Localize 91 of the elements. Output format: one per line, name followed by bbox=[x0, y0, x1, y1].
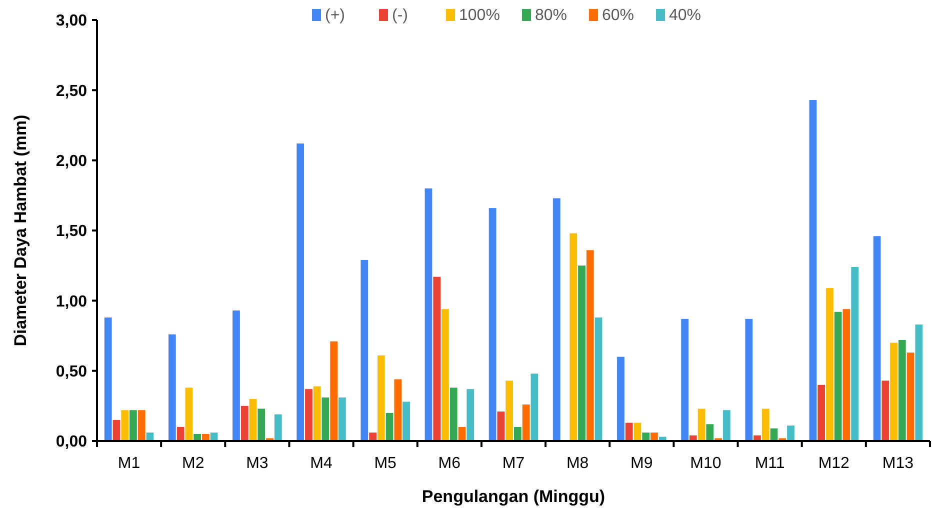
bar bbox=[915, 324, 923, 441]
bar bbox=[552, 198, 560, 441]
bar bbox=[185, 388, 193, 441]
bar bbox=[338, 397, 346, 441]
legend-label: 40% bbox=[669, 7, 702, 24]
x-axis-title: Pengulangan (Minggu) bbox=[422, 487, 606, 506]
bar bbox=[706, 424, 714, 441]
legend-label: 80% bbox=[535, 7, 568, 24]
x-tick-label: M1 bbox=[118, 455, 140, 472]
bar bbox=[497, 412, 505, 441]
bar bbox=[240, 406, 248, 441]
bar bbox=[826, 288, 834, 441]
bar bbox=[530, 374, 538, 441]
bar bbox=[138, 410, 146, 441]
bar bbox=[522, 404, 530, 441]
bar bbox=[506, 380, 513, 441]
y-tick-label: 3,00 bbox=[56, 12, 88, 30]
bar bbox=[898, 340, 906, 441]
bar bbox=[369, 432, 376, 441]
bar bbox=[578, 266, 586, 441]
bar bbox=[377, 355, 385, 441]
y-tick-label: 2,50 bbox=[56, 82, 88, 100]
bar bbox=[330, 341, 338, 441]
bar bbox=[642, 432, 650, 441]
bar bbox=[650, 432, 658, 441]
bar bbox=[402, 402, 410, 441]
x-tick-label: M5 bbox=[374, 455, 397, 472]
bar bbox=[586, 250, 594, 441]
bar bbox=[906, 352, 914, 441]
bar bbox=[386, 412, 394, 441]
y-tick-label: 1,50 bbox=[56, 223, 88, 240]
y-tick-label: 0,00 bbox=[56, 434, 88, 451]
legend-label: (+) bbox=[325, 7, 345, 24]
bar bbox=[305, 389, 312, 441]
legend-label: 100% bbox=[459, 7, 500, 24]
bar bbox=[617, 356, 624, 441]
bar bbox=[360, 260, 368, 441]
x-tick-label: M8 bbox=[566, 455, 589, 472]
bar bbox=[322, 397, 330, 441]
bar bbox=[394, 379, 402, 441]
bar bbox=[442, 309, 449, 441]
bar bbox=[274, 414, 282, 441]
y-axis-title: Diameter Daya Hambat (mm) bbox=[11, 114, 30, 346]
bar bbox=[104, 318, 112, 441]
bar bbox=[296, 143, 304, 441]
bar bbox=[112, 420, 120, 441]
bar bbox=[890, 342, 898, 441]
legend-label: (-) bbox=[392, 7, 408, 24]
bar bbox=[698, 408, 706, 441]
x-tick-label: M10 bbox=[690, 455, 722, 472]
bar bbox=[130, 410, 137, 441]
bar bbox=[834, 312, 842, 441]
x-tick-label: M6 bbox=[438, 455, 461, 472]
x-tick-label: M12 bbox=[818, 455, 850, 472]
bar bbox=[851, 266, 859, 441]
bar bbox=[514, 426, 522, 441]
x-tick-label: M7 bbox=[502, 455, 525, 472]
bar bbox=[873, 236, 881, 441]
bar bbox=[168, 334, 176, 441]
bar bbox=[722, 410, 730, 441]
x-tick-label: M13 bbox=[882, 455, 914, 472]
bar bbox=[433, 276, 441, 441]
bar bbox=[594, 318, 602, 441]
bar bbox=[762, 408, 770, 441]
bar bbox=[745, 318, 753, 441]
bar bbox=[232, 310, 240, 441]
y-tick-label: 0,50 bbox=[56, 363, 88, 380]
legend-label: 60% bbox=[602, 7, 634, 24]
x-tick-label: M9 bbox=[630, 455, 653, 472]
x-tick-label: M4 bbox=[310, 455, 332, 472]
bar bbox=[809, 100, 817, 441]
bar bbox=[818, 384, 826, 441]
bar bbox=[570, 233, 578, 441]
bar bbox=[424, 188, 432, 441]
x-tick-label: M2 bbox=[182, 455, 204, 472]
bar bbox=[681, 318, 688, 441]
bar bbox=[313, 386, 321, 441]
bar bbox=[625, 422, 633, 441]
bar bbox=[249, 398, 257, 441]
bar bbox=[121, 410, 129, 441]
y-tick-label: 1,00 bbox=[56, 293, 88, 310]
bar bbox=[466, 389, 474, 441]
x-tick-label: M11 bbox=[754, 455, 785, 472]
bar bbox=[488, 208, 496, 441]
bar bbox=[450, 388, 458, 441]
bar bbox=[787, 426, 794, 441]
bar bbox=[842, 309, 850, 441]
bar bbox=[882, 380, 890, 441]
x-tick-label: M3 bbox=[246, 455, 268, 472]
bar bbox=[258, 408, 266, 441]
y-tick-label: 2,00 bbox=[56, 152, 88, 170]
